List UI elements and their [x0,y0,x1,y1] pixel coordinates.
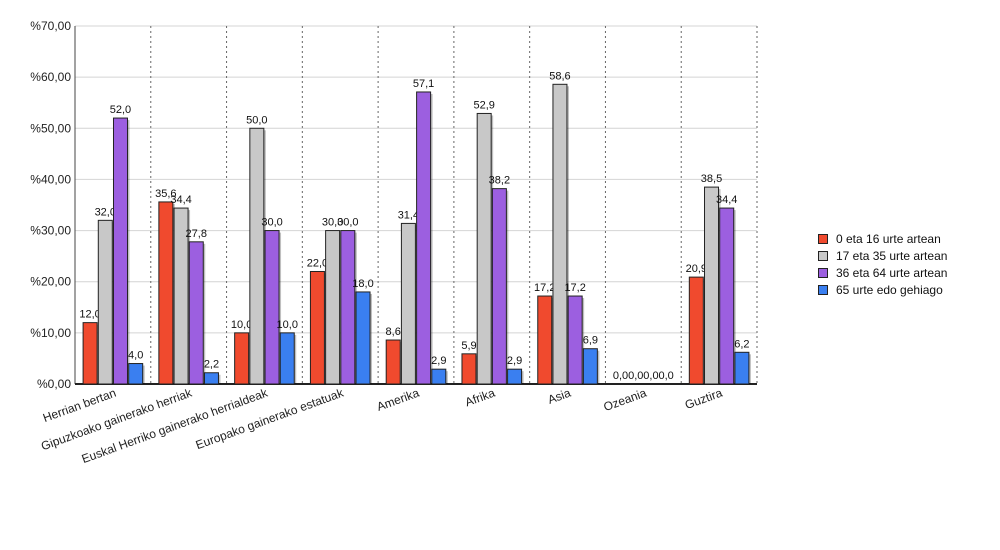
data-label: 2,9 [431,355,446,367]
data-label: 52,9 [473,99,494,111]
bar [279,332,295,385]
data-label: 22,0 [307,257,328,269]
bar [264,230,280,385]
data-label: 58,6 [549,70,570,82]
y-tick-label: %70,00 [30,19,71,33]
data-label: 10,0 [277,319,298,331]
bar [719,207,735,385]
data-label: 50,0 [246,114,267,126]
data-label: 17,2 [534,282,555,294]
y-tick-label: %10,00 [30,326,71,340]
data-label: 38,5 [701,173,722,185]
bar [461,353,477,385]
legend-swatch [818,250,828,261]
legend-swatch [818,284,828,295]
bar [82,322,98,385]
bar [188,241,204,385]
bar [400,222,416,385]
data-label: 6,2 [734,338,749,350]
data-label: 12,0 [79,309,100,321]
bar [385,339,401,385]
legend-label: 17 eta 35 urte artean [836,248,948,263]
data-label: 38,2 [489,175,510,187]
bar [431,368,447,385]
data-label: 4,0 [128,350,143,362]
data-label: 0,0 [658,370,673,382]
bar [582,348,598,385]
bar [476,112,492,385]
data-label: 0,0 [643,370,658,382]
y-tick-label: %30,00 [30,224,71,238]
legend-swatch [818,267,828,278]
data-label: 30,0 [322,217,343,229]
x-tick-label: Ozeania [602,386,649,415]
bar [112,117,128,385]
legend-item: 65 urte edo gehiago [818,281,947,298]
data-label: 6,9 [583,335,598,347]
data-label: 18,0 [352,278,373,290]
bar [355,291,371,385]
legend-label: 36 eta 64 urte artean [836,265,948,280]
bar [128,363,144,385]
legend-item: 36 eta 64 urte artean [818,264,947,281]
bar [249,127,265,385]
legend-label: 0 eta 16 urte artean [836,231,941,246]
data-label: 2,9 [507,355,522,367]
bar [688,276,704,385]
data-label: 5,9 [461,340,476,352]
data-label: 2,2 [204,359,219,371]
data-label: 27,8 [186,228,207,240]
legend-item: 0 eta 16 urte artean [818,230,947,247]
y-tick-label: %0,00 [37,377,71,391]
bar [309,270,325,385]
bar [491,188,507,385]
x-tick-label: Afrika [463,386,497,410]
bar [416,91,432,385]
bar [552,83,568,385]
y-tick-label: %50,00 [30,121,71,135]
data-label: 17,2 [564,282,585,294]
data-label: 30,0 [261,217,282,229]
y-tick-label: %20,00 [30,275,71,289]
data-label: 10,0 [231,319,252,331]
legend-label: 65 urte edo gehiago [836,282,943,297]
data-label: 32,0 [95,206,116,218]
legend-item: 17 eta 35 urte artean [818,247,947,264]
data-label: 57,1 [413,78,434,90]
data-label: 34,4 [716,194,737,206]
bar [234,332,250,385]
y-tick-label: %60,00 [30,70,71,84]
bar [97,219,113,385]
bar [158,201,174,385]
x-tick-label: Asia [546,386,573,407]
y-tick-label: %40,00 [30,172,71,186]
data-label: 35,6 [155,188,176,200]
bar [537,295,553,385]
legend-swatch [818,233,828,244]
data-label: 30,0 [337,217,358,229]
data-label: 31,4 [398,209,419,221]
bar [173,207,189,385]
bar [704,186,720,385]
bar [734,351,750,385]
bar [325,230,341,385]
bar [203,372,219,385]
data-label: 52,0 [110,104,131,116]
bar [567,295,583,385]
data-label: 0,0 [628,370,643,382]
bar [507,368,523,385]
data-label: 0,0 [613,370,628,382]
data-label: 34,4 [170,194,191,206]
data-label: 20,9 [686,263,707,275]
x-tick-label: Europako gainerako estatuak [194,385,346,452]
legend: 0 eta 16 urte artean 17 eta 35 urte arte… [818,230,947,298]
bar [340,230,356,385]
x-tick-label: Guztira [683,386,724,412]
data-label: 8,6 [386,326,401,338]
x-tick-label: Amerika [375,386,421,414]
